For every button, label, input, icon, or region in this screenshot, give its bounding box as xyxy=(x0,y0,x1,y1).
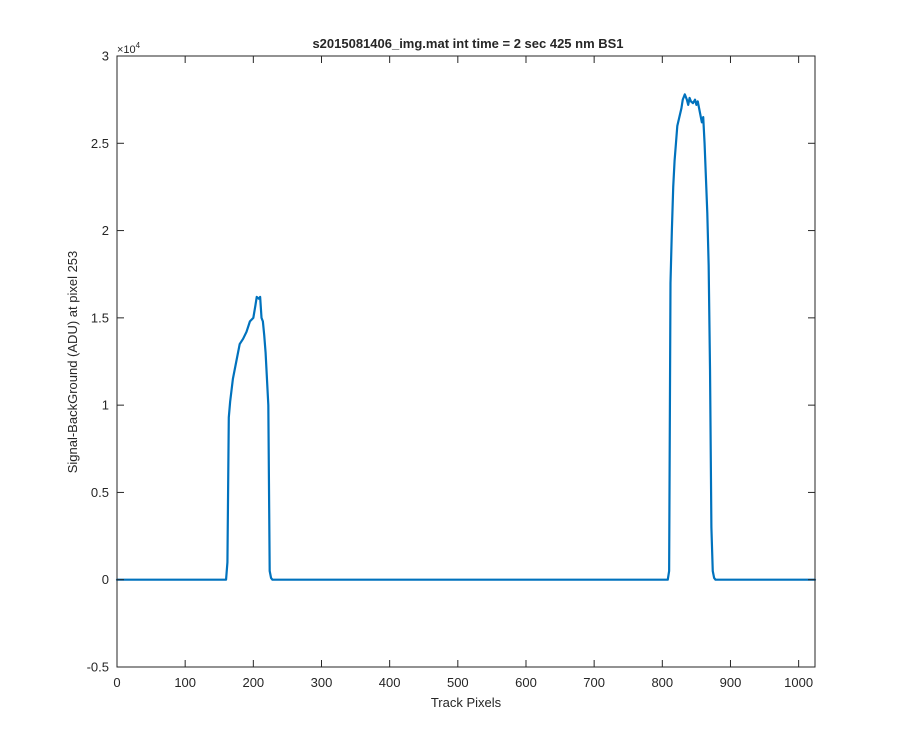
y-tick-label: 0.5 xyxy=(91,485,109,500)
y-axis-exponent: ×104 xyxy=(117,41,141,56)
x-tick-label: 0 xyxy=(113,675,120,690)
series-line-0 xyxy=(115,93,817,581)
y-tick-label: -0.5 xyxy=(87,660,109,675)
data-layer xyxy=(115,93,817,581)
y-tick-label: 1 xyxy=(102,398,109,413)
y-exponent-base: ×10 xyxy=(117,44,136,56)
chart-title: s2015081406_img.mat int time = 2 sec 425… xyxy=(312,36,623,51)
x-tick-label: 500 xyxy=(447,675,469,690)
y-tick-label: 2 xyxy=(102,223,109,238)
x-tick-label: 100 xyxy=(174,675,196,690)
x-tick-label: 900 xyxy=(720,675,742,690)
x-tick-label: 300 xyxy=(311,675,333,690)
axes-box xyxy=(116,55,816,668)
plot-area xyxy=(117,56,815,667)
axes-layer: 0 100 200 300 400 500 600 700 800 900 1000 -0.5 0 0.5… xyxy=(87,49,816,690)
x-tick-label: 200 xyxy=(242,675,264,690)
x-axis-label: Track Pixels xyxy=(431,695,502,710)
y-tick-label: 3 xyxy=(102,49,109,64)
y-tick-label: 0 xyxy=(102,572,109,587)
y-exponent-power: 4 xyxy=(136,41,141,50)
y-tick-label: 2.5 xyxy=(91,136,109,151)
y-tick-label: 1.5 xyxy=(91,310,109,325)
x-tick-label: 1000 xyxy=(784,675,813,690)
x-tick-label: 600 xyxy=(515,675,537,690)
x-tick-label: 800 xyxy=(651,675,673,690)
x-tick-label: 400 xyxy=(379,675,401,690)
x-tick-label: 700 xyxy=(583,675,605,690)
y-axis-label: Signal-BackGround (ADU) at pixel 253 xyxy=(65,251,80,474)
